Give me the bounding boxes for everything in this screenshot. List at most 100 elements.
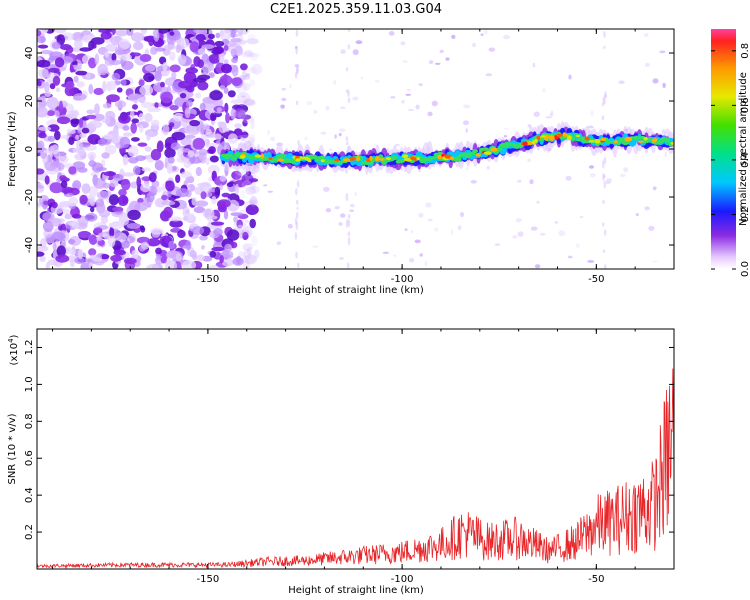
faint-blob (323, 186, 330, 192)
ridge-peak (410, 156, 415, 160)
ridge-peak (277, 158, 285, 162)
noise-blob (47, 135, 56, 142)
noise-blob (97, 138, 107, 146)
noise-blob (250, 118, 255, 130)
noise-blob (148, 36, 154, 47)
noise-blob (71, 32, 85, 42)
faint-blob (662, 82, 666, 88)
noise-blob (146, 238, 161, 247)
spectrogram-ticks: -150 -100 -50 -40 -20 0 20 40 (24, 29, 675, 285)
noise-blob (89, 254, 97, 261)
ridge-peak (651, 138, 657, 143)
streak-blob (602, 199, 605, 204)
ridge-peak (562, 133, 569, 137)
faint-blob (439, 49, 444, 54)
noise-blob (202, 123, 210, 130)
noise-blob (219, 74, 233, 86)
streak-blob (295, 251, 298, 259)
y-tick-label: 0.4 (24, 487, 35, 503)
noise-blob (131, 137, 140, 142)
noise-blob (185, 67, 198, 74)
faint-blob (465, 128, 468, 133)
noise-blob (85, 114, 97, 120)
noise-blob (79, 142, 84, 149)
faint-blob (589, 165, 594, 169)
faint-blob (237, 224, 243, 229)
faint-blob (406, 89, 412, 91)
noise-blob (108, 194, 119, 206)
spectrogram-panel: -150 -100 -50 -40 -20 0 20 40 Height of straigh… (7, 28, 675, 296)
ridge-peak (342, 158, 351, 162)
noise-blob (205, 158, 210, 166)
noise-blob (37, 59, 51, 68)
noise-blob (67, 221, 77, 226)
streak-blob (345, 136, 349, 142)
faint-blob (470, 180, 477, 184)
noise-blob (187, 213, 195, 221)
noise-blob (220, 250, 234, 258)
noise-blob (207, 164, 220, 175)
noise-blob (140, 241, 150, 250)
noise-blob (37, 80, 42, 87)
ridge-mark (453, 156, 462, 163)
noise-blob (111, 72, 121, 81)
noise-blob (87, 151, 97, 161)
ridge-peak (544, 136, 549, 141)
faint-blob (451, 34, 456, 40)
ridge-peak (416, 157, 420, 161)
faint-blob (463, 104, 471, 109)
y-tick-label: 0.2 (24, 524, 35, 540)
faint-blob (338, 222, 343, 226)
noise-blob (169, 51, 176, 61)
noise-blob (81, 127, 90, 134)
noise-blob (81, 183, 91, 194)
faint-blob (428, 60, 434, 65)
noise-blob (166, 162, 173, 175)
faint-blob (664, 151, 667, 158)
noise-blob (37, 30, 42, 37)
noise-blob (160, 91, 173, 104)
noise-blob (113, 249, 126, 256)
faint-blob (427, 111, 433, 117)
noise-blob (217, 199, 231, 208)
noise-blob (214, 186, 221, 196)
noise-blob (169, 105, 179, 111)
ridge-peak (643, 136, 648, 141)
y-tick-label: 40 (24, 47, 35, 60)
noise-blob (51, 218, 62, 227)
noise-blob (154, 102, 159, 109)
ridge-peak (536, 135, 541, 141)
ridge-peak (254, 154, 262, 158)
noise-blob (247, 254, 255, 263)
noise-blob (238, 110, 247, 120)
noise-blob (197, 81, 209, 91)
noise-blob (37, 44, 49, 49)
streak-blob (347, 44, 351, 50)
noise-blob (47, 147, 55, 152)
faint-blob (333, 79, 337, 85)
noise-blob (162, 62, 168, 71)
x-tick-label: -150 (197, 274, 220, 285)
noise-blob (79, 47, 92, 52)
noise-blob (122, 132, 133, 137)
faint-blob (480, 33, 484, 36)
noise-blob (192, 253, 198, 261)
noise-blob (245, 171, 252, 176)
noise-blob (238, 171, 250, 177)
noise-blob (96, 236, 103, 242)
noise-blob (177, 54, 187, 65)
noise-blob (37, 182, 45, 194)
noise-blob (221, 192, 231, 198)
ridge-peak (567, 135, 572, 141)
noise-blob (207, 215, 218, 220)
noise-blob (211, 196, 217, 205)
snr-xlabel: Height of straight line (km) (288, 585, 424, 596)
noise-blob (226, 229, 240, 241)
noise-blob (209, 264, 219, 269)
noise-blob (71, 47, 81, 52)
noise-blob (141, 167, 151, 172)
noise-blob (221, 258, 234, 267)
noise-blob (250, 235, 258, 247)
noise-blob (37, 251, 45, 257)
noise-blob (104, 51, 110, 58)
